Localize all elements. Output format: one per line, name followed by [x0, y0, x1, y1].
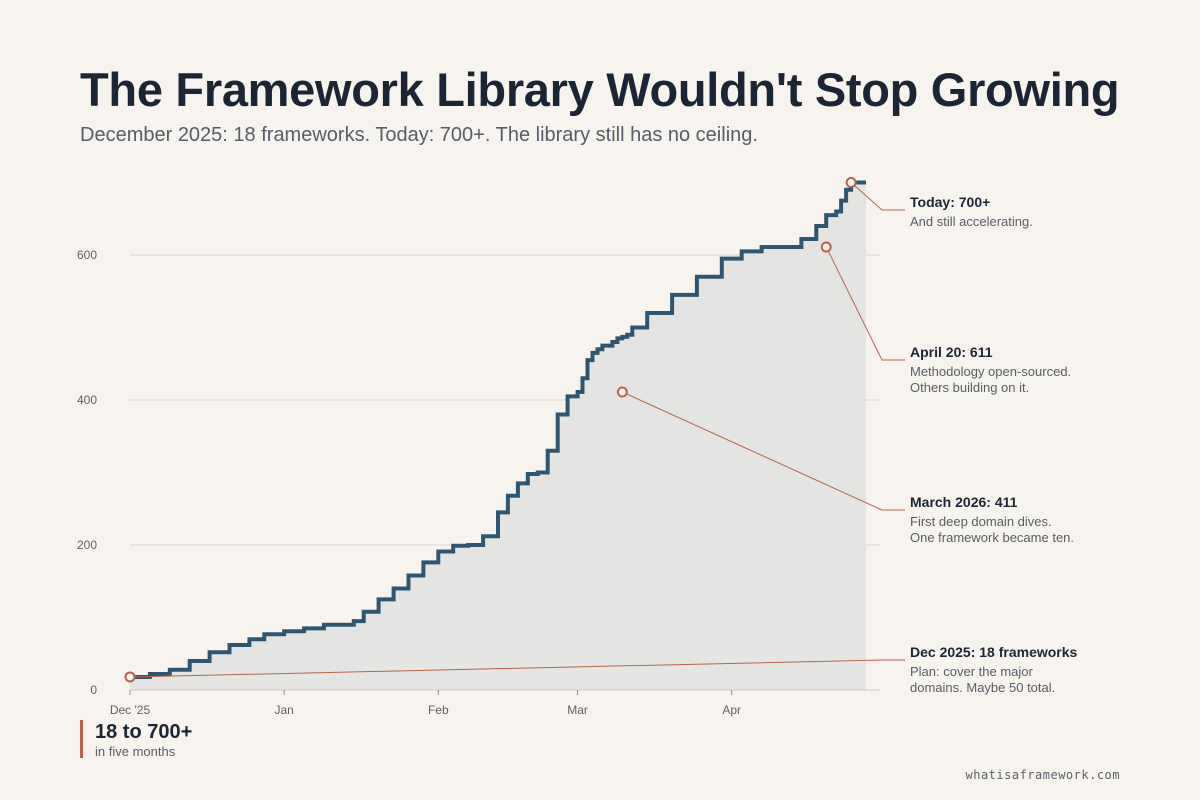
growth-area — [130, 182, 866, 690]
source-credit: whatisaframework.com — [965, 768, 1120, 782]
annotation-title: March 2026: 411 — [910, 494, 1018, 510]
y-tick-label: 400 — [77, 393, 97, 407]
chart-subtitle: December 2025: 18 frameworks. Today: 700… — [80, 124, 758, 146]
marker-layer — [124, 177, 857, 683]
annotation-layer: Dec 2025: 18 frameworks Plan: cover the m… — [910, 194, 1078, 695]
growth-line — [130, 180, 866, 679]
axis-layer: 0 200 400 600 Dec '25 Jan Feb Mar Apr — [77, 248, 880, 717]
summary-callout: 18 to 700+ in five months — [80, 720, 193, 759]
annotation-text: First deep domain dives. — [910, 514, 1052, 529]
x-tick-label: Jan — [274, 703, 293, 717]
area-layer — [130, 180, 866, 690]
leader-layer — [129, 182, 905, 678]
annotation-marker — [124, 671, 136, 683]
annotation-leader — [825, 246, 905, 361]
annotation-title: April 20: 611 — [910, 344, 993, 360]
annotation-text: Methodology open-sourced. — [910, 364, 1071, 379]
x-tick-label: Feb — [428, 703, 449, 717]
summary-value: 18 to 700+ — [95, 721, 193, 743]
annotation-text: And still accelerating. — [910, 214, 1033, 229]
annotation-marker — [845, 177, 857, 188]
x-tick-label: Mar — [567, 703, 588, 717]
annotation-leader — [850, 182, 905, 211]
annotation-text: One framework became ten. — [910, 530, 1074, 545]
y-tick-label: 200 — [77, 538, 97, 552]
annotation-leader — [622, 391, 905, 511]
annotation-leader — [129, 659, 905, 678]
annotation-text: Plan: cover the major — [910, 664, 1034, 679]
y-tick-label: 0 — [90, 683, 97, 697]
annotation-marker — [616, 386, 628, 398]
summary-caption: in five months — [95, 744, 176, 759]
y-tick-label: 600 — [77, 248, 97, 262]
annotation-text: Others building on it. — [910, 380, 1029, 395]
annotation-marker — [820, 241, 832, 253]
annotation-text: domains. Maybe 50 total. — [910, 680, 1055, 695]
x-tick-label: Dec '25 — [110, 703, 151, 717]
annotation-title: Today: 700+ — [910, 194, 990, 210]
x-tick-label: Apr — [722, 703, 741, 717]
annotation-title: Dec 2025: 18 frameworks — [910, 644, 1078, 660]
chart-title: The Framework Library Wouldn't Stop Grow… — [80, 63, 1120, 116]
